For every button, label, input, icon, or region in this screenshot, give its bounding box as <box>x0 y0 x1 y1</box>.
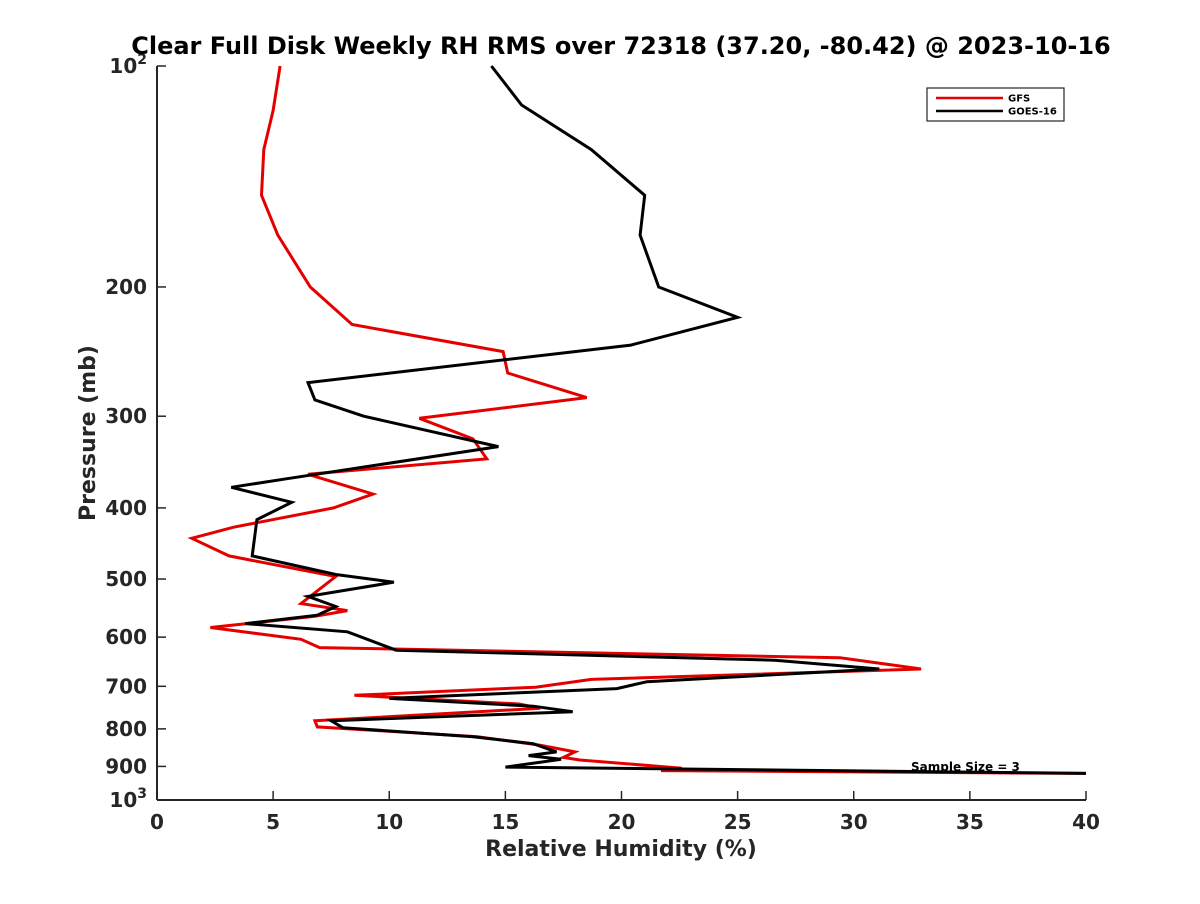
x-tick-label: 35 <box>956 810 984 834</box>
y-tick-label-base: 200 <box>105 275 147 299</box>
x-tick-label: 10 <box>375 810 403 834</box>
y-tick-label-base: 700 <box>105 674 147 698</box>
series-line-goes16 <box>230 65 1087 775</box>
y-tick-label: 400 <box>105 496 147 520</box>
x-tick-label: 40 <box>1072 810 1100 834</box>
y-tick-label: 103 <box>109 786 147 812</box>
x-axis-label: Relative Humidity (%) <box>485 837 757 862</box>
x-tick-label: 0 <box>150 810 164 834</box>
series-line-gfs <box>187 65 1087 775</box>
y-tick-label-base: 500 <box>105 567 147 591</box>
y-tick-label: 600 <box>105 625 147 649</box>
y-tick-label: 200 <box>105 275 147 299</box>
chart-title: Clear Full Disk Weekly RH RMS over 72318… <box>131 32 1111 60</box>
axes-layer: 0 5 10 15 20 25 30 35 40102200300400500600700800… <box>105 52 1100 834</box>
x-tick-label: 20 <box>608 810 636 834</box>
sample-size-annotation: Sample Size = 3 <box>911 760 1020 774</box>
x-tick-label: 5 <box>266 810 280 834</box>
x-tick-label: 25 <box>724 810 752 834</box>
y-tick-label: 500 <box>105 567 147 591</box>
x-tick-label: 30 <box>840 810 868 834</box>
y-tick-label-base: 900 <box>105 754 147 778</box>
legend-label-goes16: GOES-16 <box>1008 107 1057 118</box>
y-tick-label-exponent: 3 <box>137 786 147 802</box>
y-tick-label-base: 10 <box>109 54 137 78</box>
y-axis-label: Pressure (mb) <box>76 345 101 521</box>
series-layer <box>187 65 1087 775</box>
y-tick-label-base: 400 <box>105 496 147 520</box>
y-tick-label: 900 <box>105 754 147 778</box>
legend-label-gfs: GFS <box>1008 94 1030 105</box>
legend-box <box>926 87 1065 122</box>
y-tick-label: 300 <box>105 404 147 428</box>
y-tick-label-exponent: 2 <box>137 52 147 68</box>
y-tick-label: 700 <box>105 674 147 698</box>
y-tick-label: 102 <box>109 52 147 78</box>
y-tick-label-base: 800 <box>105 717 147 741</box>
legend: GFS GOES-16 <box>926 87 1065 122</box>
y-tick-label-base: 10 <box>109 788 137 812</box>
y-tick-label-base: 600 <box>105 625 147 649</box>
x-tick-label: 15 <box>491 810 519 834</box>
y-tick-label-base: 300 <box>105 404 147 428</box>
y-tick-label: 800 <box>105 717 147 741</box>
